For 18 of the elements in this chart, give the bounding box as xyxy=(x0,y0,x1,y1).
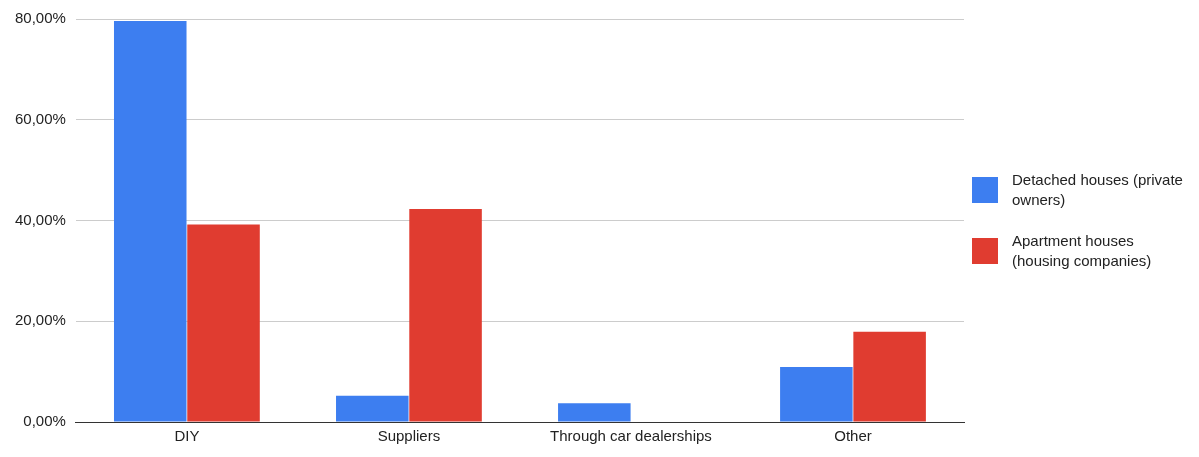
bar xyxy=(780,367,853,422)
bar xyxy=(409,208,482,422)
y-tick-label: 80,00% xyxy=(15,9,66,27)
x-tick-label: Through car dealerships xyxy=(550,427,712,445)
x-tick-label: Suppliers xyxy=(377,427,441,445)
bar xyxy=(336,395,409,422)
y-tick-label: 0,00% xyxy=(23,412,66,430)
y-tick-label: 20,00% xyxy=(15,311,66,329)
bar xyxy=(113,21,187,422)
y-tick-label: 40,00% xyxy=(15,210,66,228)
bar xyxy=(558,403,631,422)
bar xyxy=(187,224,260,422)
y-tick-label: 60,00% xyxy=(15,109,66,127)
bar xyxy=(853,331,926,422)
legend-label: Detached houses (private owners) xyxy=(1012,170,1184,211)
x-tick-label: Other xyxy=(834,427,872,445)
x-tick-label: DIY xyxy=(174,427,200,445)
legend-label: Apartment houses (housing companies) xyxy=(1012,230,1153,271)
